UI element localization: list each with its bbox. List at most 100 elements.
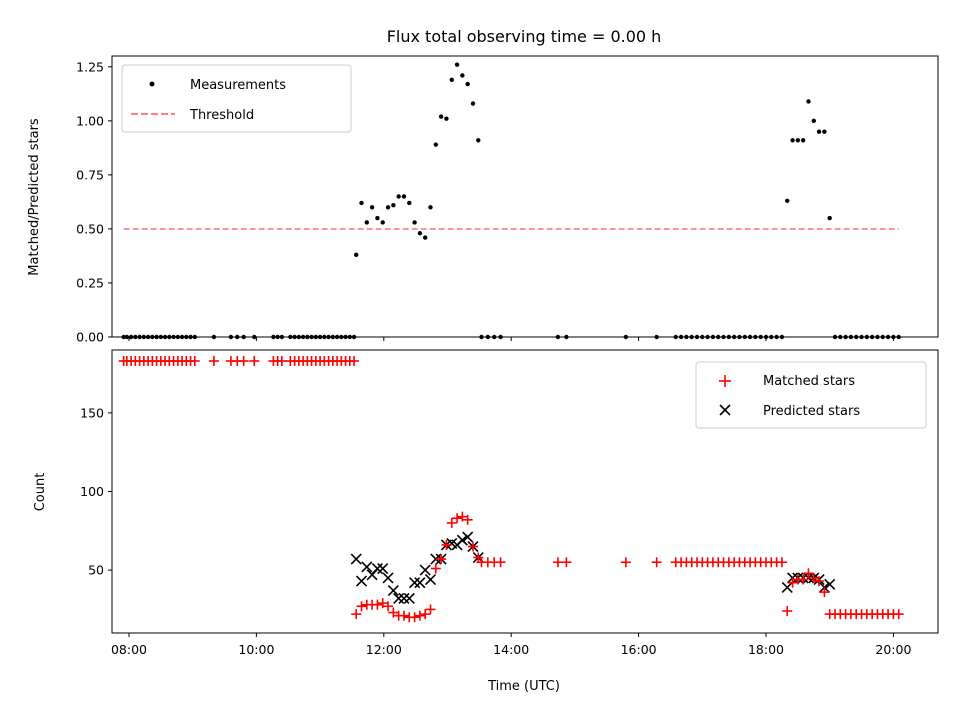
- predicted-star-marker: [430, 553, 442, 565]
- measurement-point: [433, 142, 439, 147]
- top-legend: Measurements Threshold: [121, 64, 352, 133]
- measurement-point: [476, 138, 481, 143]
- measurement-point: [423, 235, 428, 240]
- matched-star-marker: [819, 587, 830, 598]
- matched-star-marker: [446, 517, 457, 528]
- matched-star-marker: [351, 609, 362, 620]
- predicted-star-marker: [371, 562, 383, 575]
- matched-star-marker: [356, 601, 367, 612]
- measurement-point: [444, 116, 449, 121]
- predicted-star-marker: [393, 592, 405, 604]
- x-tick-label: 14:00: [493, 642, 529, 657]
- matched-star-marker: [782, 605, 793, 616]
- x-axis-label: Time (UTC): [487, 679, 560, 694]
- x-tick-label: 12:00: [366, 642, 402, 657]
- matched-star-marker: [420, 609, 431, 620]
- top-y-ticks: 0.00 0.25 0.50 0.75 1.00 1.25: [76, 59, 894, 345]
- predicted-star-marker: [419, 564, 431, 576]
- measurements-legend-marker: [149, 81, 155, 87]
- legend-matched-label: Matched stars: [763, 374, 855, 389]
- measurement-point: [353, 252, 359, 258]
- bottom-y-tick-label: 100: [80, 484, 104, 499]
- measurement-point: [375, 215, 380, 221]
- predicted-star-marker: [424, 573, 437, 586]
- matched-star-marker: [798, 574, 809, 585]
- measurement-point: [412, 220, 417, 225]
- matched-star-marker: [787, 577, 798, 588]
- measurement-point: [460, 73, 465, 78]
- predicted-star-marker: [403, 592, 415, 604]
- measurement-point: [454, 62, 460, 67]
- bottom-plot-frame: [111, 349, 939, 634]
- predicted-star-marker: [387, 584, 399, 597]
- measurement-point: [470, 101, 476, 106]
- bottom-y-tick-label: 50: [88, 563, 104, 578]
- legend-threshold-label: Threshold: [189, 108, 254, 123]
- measurement-point: [428, 205, 433, 210]
- matched-star-marker: [651, 557, 662, 568]
- predicted-star-marker: [824, 578, 836, 590]
- measurement-point: [785, 198, 790, 204]
- measurement-point: [369, 205, 375, 210]
- legend-predicted-label: Predicted stars: [763, 404, 860, 419]
- matched-star-marker: [276, 356, 287, 367]
- matched-star-marker: [803, 568, 814, 579]
- matched-star-marker: [776, 557, 787, 568]
- matched-star-marker: [808, 572, 819, 583]
- measurement-point: [800, 138, 806, 143]
- matched-star-marker: [383, 601, 394, 612]
- predicted-star-marker: [355, 575, 368, 587]
- predicted-star-marker: [361, 561, 373, 573]
- top-y-tick-label: 0.50: [76, 221, 104, 236]
- matched-star-marker: [414, 610, 425, 621]
- measurement-point: [417, 231, 423, 236]
- measurement-point: [359, 200, 364, 206]
- matched-star-marker: [349, 356, 360, 367]
- predicted-star-marker: [781, 581, 793, 593]
- matched-star-marker: [462, 514, 473, 525]
- bottom-ticks: 50 100 150 08:00 10:00 12:00 14:00 16:00 18:00 20…: [80, 405, 911, 657]
- predicted-star-marker: [414, 577, 426, 589]
- measurement-point: [465, 81, 470, 87]
- matched-star-marker: [189, 356, 200, 367]
- measurement-point: [385, 205, 391, 210]
- matched-star-marker: [452, 513, 463, 524]
- top-chart-title: Flux total observing time = 0.00 h: [387, 27, 662, 46]
- matched-star-marker: [457, 511, 468, 522]
- measurement-point: [407, 200, 412, 206]
- bottom-legend-box: [695, 361, 927, 429]
- matched-star-marker: [441, 539, 452, 550]
- matched-star-marker: [425, 604, 436, 615]
- measurement-point: [790, 138, 795, 143]
- matched-star-marker: [495, 557, 506, 568]
- top-y-tick-label: 0.25: [76, 275, 104, 290]
- x-tick-label: 08:00: [111, 642, 147, 657]
- x-tick-label: 18:00: [748, 642, 784, 657]
- matched-star-marker: [814, 576, 825, 587]
- measurement-point: [827, 215, 832, 221]
- measurement-point: [449, 77, 454, 82]
- top-y-axis-label: Matched/Predicted stars: [27, 118, 42, 276]
- x-tick-label: 20:00: [875, 642, 911, 657]
- top-y-tick-label: 0.00: [76, 330, 104, 345]
- top-y-tick-label: 1.25: [76, 59, 104, 74]
- bottom-legend: Matched stars Predicted stars: [695, 361, 927, 429]
- matched-star-marker: [893, 609, 904, 620]
- predicted-star-marker: [409, 577, 421, 589]
- matched-legend-marker: [719, 375, 731, 387]
- matched-star-marker: [398, 610, 409, 621]
- predicted-star-marker: [456, 534, 468, 546]
- predicted-star-marker: [382, 572, 394, 584]
- top-plot-frame: [111, 55, 939, 338]
- matched-stars-series: [118, 356, 904, 623]
- predicted-star-marker: [462, 531, 474, 543]
- measurement-point: [816, 129, 822, 134]
- legend-measurements-label: Measurements: [190, 78, 286, 93]
- predicted-star-marker: [377, 562, 389, 575]
- top-y-tick-label: 1.00: [76, 113, 104, 128]
- x-tick-label: 16:00: [621, 642, 657, 657]
- measurement-point: [391, 202, 396, 208]
- measurement-point: [822, 129, 827, 134]
- matched-star-marker: [620, 557, 631, 568]
